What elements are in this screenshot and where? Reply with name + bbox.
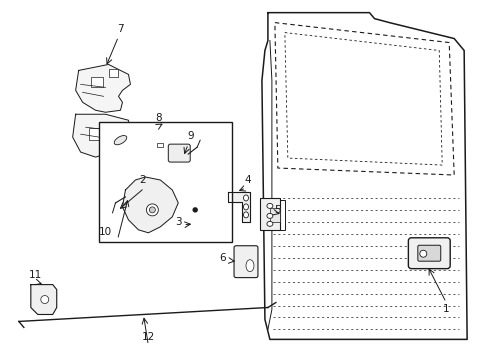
Text: 6: 6 xyxy=(218,253,225,263)
Ellipse shape xyxy=(266,221,272,226)
Text: 2: 2 xyxy=(139,175,145,185)
Text: 7: 7 xyxy=(117,24,123,33)
Ellipse shape xyxy=(243,212,248,218)
Bar xyxy=(90,77,102,87)
Polygon shape xyxy=(227,192,249,222)
FancyBboxPatch shape xyxy=(168,144,190,162)
Ellipse shape xyxy=(266,213,272,219)
Bar xyxy=(260,198,279,230)
Bar xyxy=(108,69,118,77)
Text: 1: 1 xyxy=(442,305,448,315)
Polygon shape xyxy=(73,114,130,157)
Ellipse shape xyxy=(114,136,126,145)
Ellipse shape xyxy=(243,204,248,210)
Bar xyxy=(99,122,232,242)
FancyBboxPatch shape xyxy=(407,238,449,269)
Ellipse shape xyxy=(245,260,253,272)
FancyBboxPatch shape xyxy=(186,212,198,234)
Polygon shape xyxy=(76,64,130,112)
FancyBboxPatch shape xyxy=(417,245,440,261)
Ellipse shape xyxy=(243,195,248,201)
Text: 11: 11 xyxy=(29,270,42,280)
Text: 12: 12 xyxy=(142,332,155,342)
Bar xyxy=(88,128,102,140)
Circle shape xyxy=(41,296,49,303)
Text: 9: 9 xyxy=(186,131,193,141)
Circle shape xyxy=(149,207,155,213)
Polygon shape xyxy=(122,177,178,233)
Text: 5: 5 xyxy=(274,205,281,215)
Bar xyxy=(157,143,163,147)
Bar xyxy=(264,200,285,230)
Circle shape xyxy=(146,204,158,216)
Text: 3: 3 xyxy=(175,217,181,227)
Text: 4: 4 xyxy=(244,175,251,185)
Text: 10: 10 xyxy=(99,227,112,237)
Bar xyxy=(269,208,279,222)
Circle shape xyxy=(419,250,426,257)
Circle shape xyxy=(193,208,197,212)
FancyBboxPatch shape xyxy=(234,246,258,278)
Text: 8: 8 xyxy=(155,113,162,123)
Polygon shape xyxy=(31,285,57,315)
Ellipse shape xyxy=(266,203,272,208)
